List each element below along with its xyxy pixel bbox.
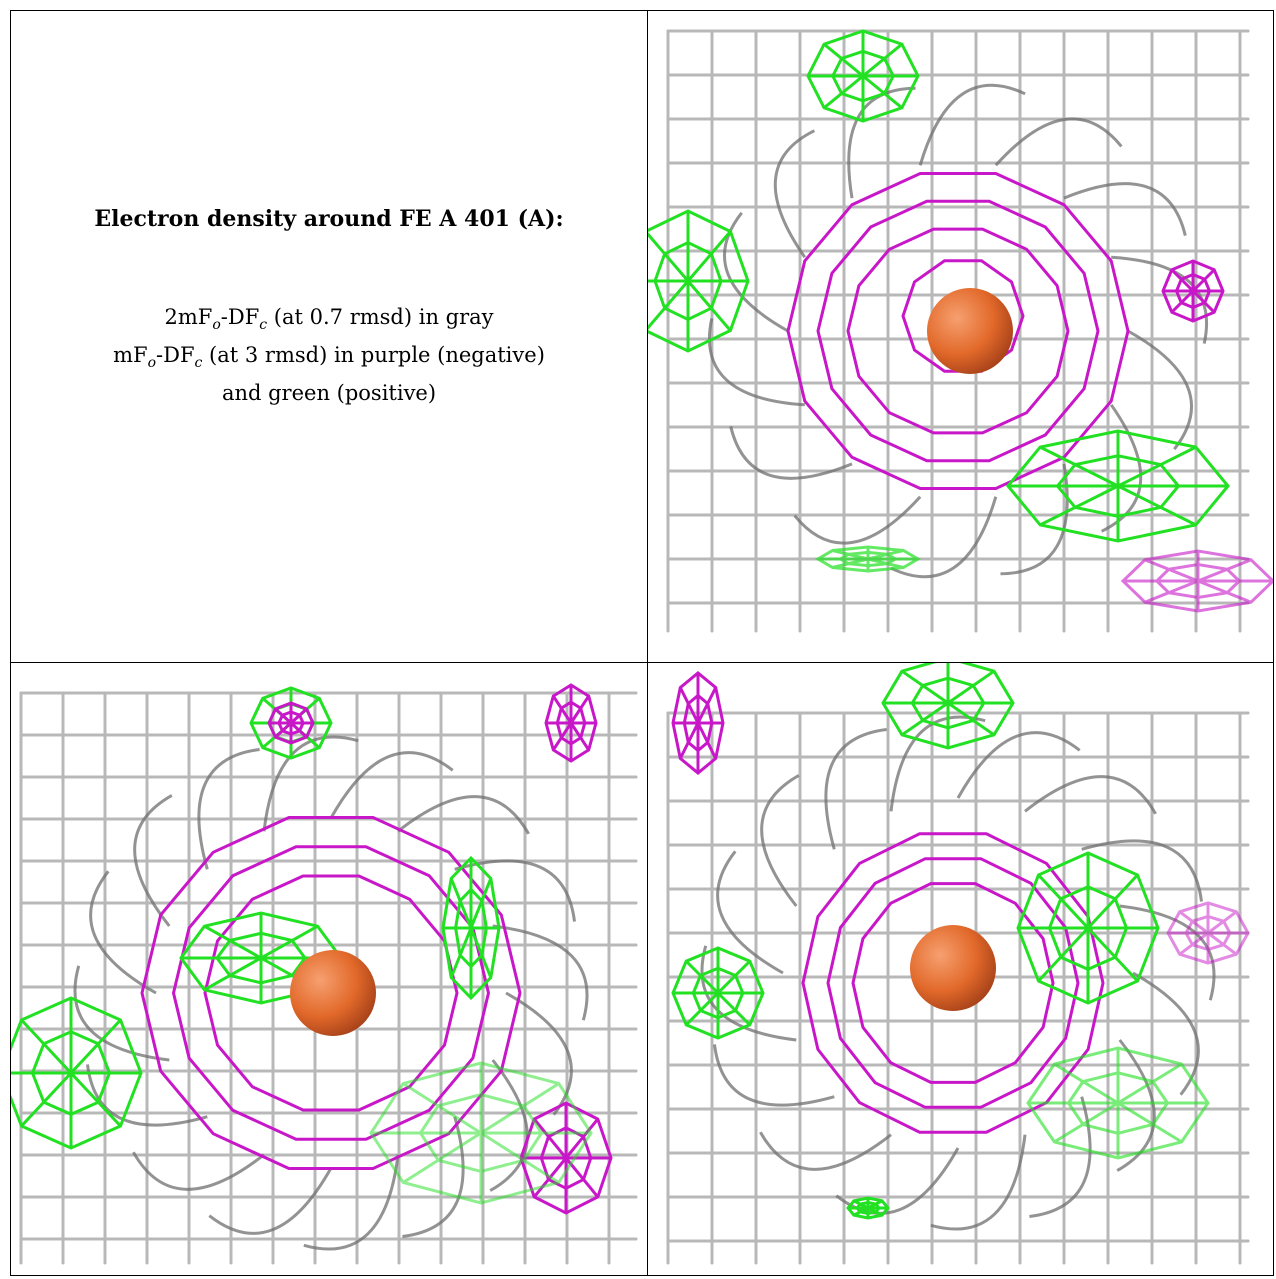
- caption-line-2fofc: 2mFo-DFc (at 0.7 rmsd) in gray: [164, 305, 494, 334]
- caption-text: Electron density around FE A 401 (A): 2m…: [11, 206, 647, 408]
- mesh-fofc-negative: [267, 701, 315, 745]
- mesh-fofc-negative: [786, 172, 1130, 490]
- mesh-fofc-positive: [11, 996, 143, 1150]
- caption-line-positive: and green (positive): [221, 381, 437, 406]
- mesh-fofc-negative: [816, 199, 1100, 463]
- mesh-fofc-negative: [140, 816, 522, 1170]
- mesh-fofc-positive: [648, 209, 750, 353]
- mesh-2fofc-gray: [19, 691, 638, 1265]
- mesh-fofc-positive: [1026, 1046, 1210, 1160]
- fe-atom-sphere: [290, 950, 376, 1036]
- caption-line-fofc: mFo-DFc (at 3 rmsd) in purple (negative): [113, 343, 545, 372]
- electron-density-render: [648, 29, 1273, 633]
- mesh-fofc-negative: [1166, 901, 1250, 965]
- mesh-fofc-negative: [171, 845, 491, 1141]
- mesh-fofc-negative: [801, 832, 1105, 1134]
- mesh-fofc-negative: [851, 882, 1055, 1084]
- mesh-fofc-positive: [179, 911, 343, 1005]
- mesh-fofc-positive: [1006, 429, 1230, 543]
- mesh-fofc-negative: [544, 683, 598, 763]
- mesh-2fofc-contours: [707, 83, 1209, 579]
- mesh-fofc-negative: [1161, 259, 1225, 323]
- mesh-fofc-positive: [815, 545, 921, 573]
- fe-atom-sphere: [910, 925, 996, 1011]
- mesh-2fofc-gray: [666, 29, 1250, 633]
- caption-cell: Electron density around FE A 401 (A): 2m…: [10, 10, 648, 662]
- electron-density-render: [11, 683, 638, 1265]
- mesh-2fofc-contours: [73, 735, 589, 1251]
- mesh-fofc-positive: [671, 946, 765, 1040]
- mesh-fofc-positive: [881, 663, 1015, 750]
- mesh-fofc-positive: [441, 855, 501, 1001]
- mesh-fofc-positive: [369, 1061, 593, 1205]
- electron-density-render: [666, 663, 1250, 1265]
- mesh-fofc-positive: [846, 1196, 890, 1220]
- mesh-fofc-positive: [806, 29, 920, 123]
- density-view-bottom-right: [648, 662, 1274, 1276]
- density-view-bottom-left: [10, 662, 648, 1276]
- fe-atom-sphere: [927, 288, 1013, 374]
- mesh-fofc-negative: [203, 874, 459, 1112]
- figure-grid: Electron density around FE A 401 (A): 2m…: [10, 10, 1274, 1276]
- mesh-fofc-negative: [826, 857, 1080, 1109]
- mesh-fofc-positive: [1016, 851, 1160, 1005]
- mesh-fofc-negative: [1120, 549, 1273, 613]
- density-view-top-right: [648, 10, 1274, 662]
- mesh-fofc-negative: [846, 227, 1070, 435]
- caption-heading: Electron density around FE A 401 (A):: [94, 206, 564, 232]
- mesh-fofc-negative: [671, 671, 725, 775]
